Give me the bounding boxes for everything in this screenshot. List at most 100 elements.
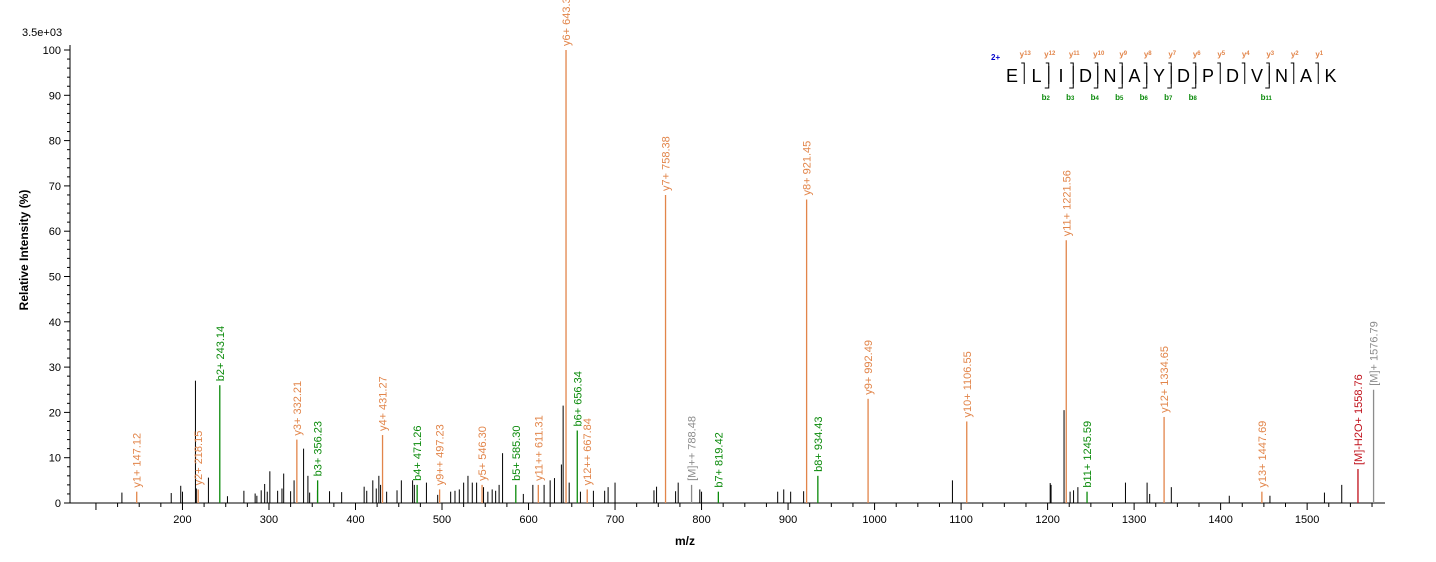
y-ion-label: y12++ 667.84 — [582, 418, 594, 485]
y-ion-number: 3 — [1271, 51, 1275, 57]
y-ion-label: y2+ 218.15 — [193, 431, 205, 486]
y-ion-bracket — [1290, 62, 1295, 84]
y-ion-label: y1+ 147.12 — [132, 433, 144, 488]
b-ion-label: b5+ 585.30 — [511, 426, 523, 481]
axes: 0 10 20 30 40 50 60 70 80 90 100 200 300 400 500 600 700… — [43, 45, 1385, 526]
peak-labels: y1+ 147.12 y2+ 218.15 b2+ 243.14 y3+ 332.21… — [132, 0, 1381, 488]
b-ion-number: 4 — [1096, 96, 1100, 102]
y-ion-bracket — [1217, 62, 1221, 84]
y-ion-number: 1 — [1320, 51, 1324, 57]
y-tick-label: 100 — [43, 45, 61, 57]
y-ion-label: y10+ 1106.55 — [962, 351, 974, 417]
b-ion-bracket — [1167, 66, 1172, 89]
b-ion-number: 2 — [1047, 96, 1051, 102]
sequence-residue: Y — [1153, 66, 1165, 86]
b-ion-bracket — [1142, 66, 1148, 89]
y-ion-number: 6 — [1197, 51, 1201, 57]
x-tick-label: 300 — [260, 514, 278, 526]
sequence-residue: K — [1324, 66, 1336, 86]
y-ion-number: 7 — [1173, 51, 1177, 57]
sequence-residue: D — [1079, 66, 1092, 86]
precursor-ion-label: [M]++ 788.48 — [687, 416, 699, 481]
b-ion-number: 6 — [1145, 96, 1149, 102]
sequence-residue: D — [1177, 66, 1190, 86]
y-ion-marker: y8 — [1144, 50, 1152, 59]
y-ion-bracket — [1241, 62, 1246, 84]
x-tick-label: 200 — [173, 514, 191, 526]
b-ion-label: b7+ 819.42 — [713, 432, 725, 487]
b-ion-label: b2+ 243.14 — [215, 326, 227, 381]
sequence-residue: P — [1202, 66, 1214, 86]
y-ion-label: y3+ 332.21 — [292, 381, 304, 436]
x-tick-label: 1000 — [862, 514, 886, 526]
y-ion-number: 11 — [1073, 51, 1080, 57]
y-ion-marker: y11 — [1069, 50, 1080, 59]
x-tick-label: 700 — [606, 514, 624, 526]
b-ion-number: 8 — [1194, 96, 1198, 102]
y-ion-bracket — [1315, 62, 1319, 84]
precursor-ion-label: [M]+ 1576.79 — [1369, 321, 1381, 386]
y-ion-label: y7+ 758.38 — [661, 136, 673, 191]
y-tick-label: 50 — [49, 272, 61, 284]
y-ion-bracket — [1021, 62, 1025, 84]
y-ion-marker: y1 — [1315, 50, 1323, 59]
y-ion-number: 10 — [1098, 51, 1105, 57]
y-ion-number: 13 — [1024, 51, 1031, 57]
b-ion-marker: b11 — [1261, 93, 1273, 102]
y-ion-label: y6+ 643.35 — [561, 0, 573, 46]
sequence-residue: L — [1031, 66, 1041, 86]
y-ion-number: 5 — [1222, 51, 1226, 57]
y-tick-label: 80 — [49, 136, 61, 148]
b-ion-marker: b8 — [1189, 93, 1198, 102]
y-ion-marker: y7 — [1168, 50, 1176, 59]
y-ion-label: y4+ 431.27 — [378, 376, 390, 431]
b-ion-number: 5 — [1120, 96, 1124, 102]
peaks — [121, 50, 1375, 503]
y-tick-label: 90 — [49, 90, 61, 102]
b-ion-number: 3 — [1071, 96, 1075, 102]
b-ion-bracket — [1191, 66, 1197, 89]
x-tick-label: 1100 — [949, 514, 973, 526]
intensity-scale-label: 3.5e+03 — [22, 27, 62, 39]
y-ion-label: y11++ 611.31 — [533, 415, 545, 481]
b-ion-bracket — [1265, 66, 1270, 89]
b-ion-bracket — [1069, 66, 1074, 89]
sequence-residue: N — [1275, 66, 1288, 86]
x-tick-label: 1200 — [1035, 514, 1059, 526]
sequence-residue: E — [1006, 66, 1018, 86]
y-ion-marker: y4 — [1242, 50, 1250, 59]
y-ion-number: 2 — [1295, 51, 1299, 57]
y-ion-number: 8 — [1148, 51, 1152, 57]
x-tick-label: 1300 — [1122, 514, 1146, 526]
b-ion-bracket — [1044, 66, 1050, 89]
y-ion-marker: y12 — [1044, 50, 1056, 59]
y-tick-label: 30 — [49, 362, 61, 374]
y-ion-marker: y13 — [1020, 50, 1032, 59]
y-tick-label: 70 — [49, 181, 61, 193]
x-tick-label: 500 — [433, 514, 451, 526]
y-ion-marker: y5 — [1217, 50, 1225, 59]
y-ion-number: 9 — [1124, 51, 1128, 57]
y-tick-label: 0 — [55, 498, 61, 510]
neutral_loss-ion-label: [M]-H2O+ 1558.76 — [1353, 374, 1365, 465]
b-ion-bracket — [1118, 66, 1123, 89]
y-tick-label: 40 — [49, 317, 61, 329]
x-tick-label: 1500 — [1295, 514, 1319, 526]
b-ion-label: b8+ 934.43 — [813, 416, 825, 471]
sequence-residue: I — [1058, 66, 1063, 86]
sequence-residue: A — [1128, 66, 1140, 86]
y-ion-label: y9+ 992.49 — [863, 340, 875, 395]
y-ion-label: y11+ 1221.56 — [1061, 170, 1073, 236]
b-ion-number: 7 — [1169, 96, 1173, 102]
y-ion-label: y8+ 921.45 — [802, 141, 814, 196]
y-ion-marker: y3 — [1266, 50, 1274, 59]
b-ion-marker: b4 — [1091, 93, 1100, 102]
b-ion-marker: b2 — [1042, 93, 1051, 102]
x-axis-title: m/z — [675, 534, 695, 548]
y-tick-label: 10 — [49, 453, 61, 465]
sequence-residue: V — [1251, 66, 1263, 86]
y-axis-title: Relative Intensity (%) — [17, 190, 31, 311]
y-tick-label: 60 — [49, 226, 61, 238]
